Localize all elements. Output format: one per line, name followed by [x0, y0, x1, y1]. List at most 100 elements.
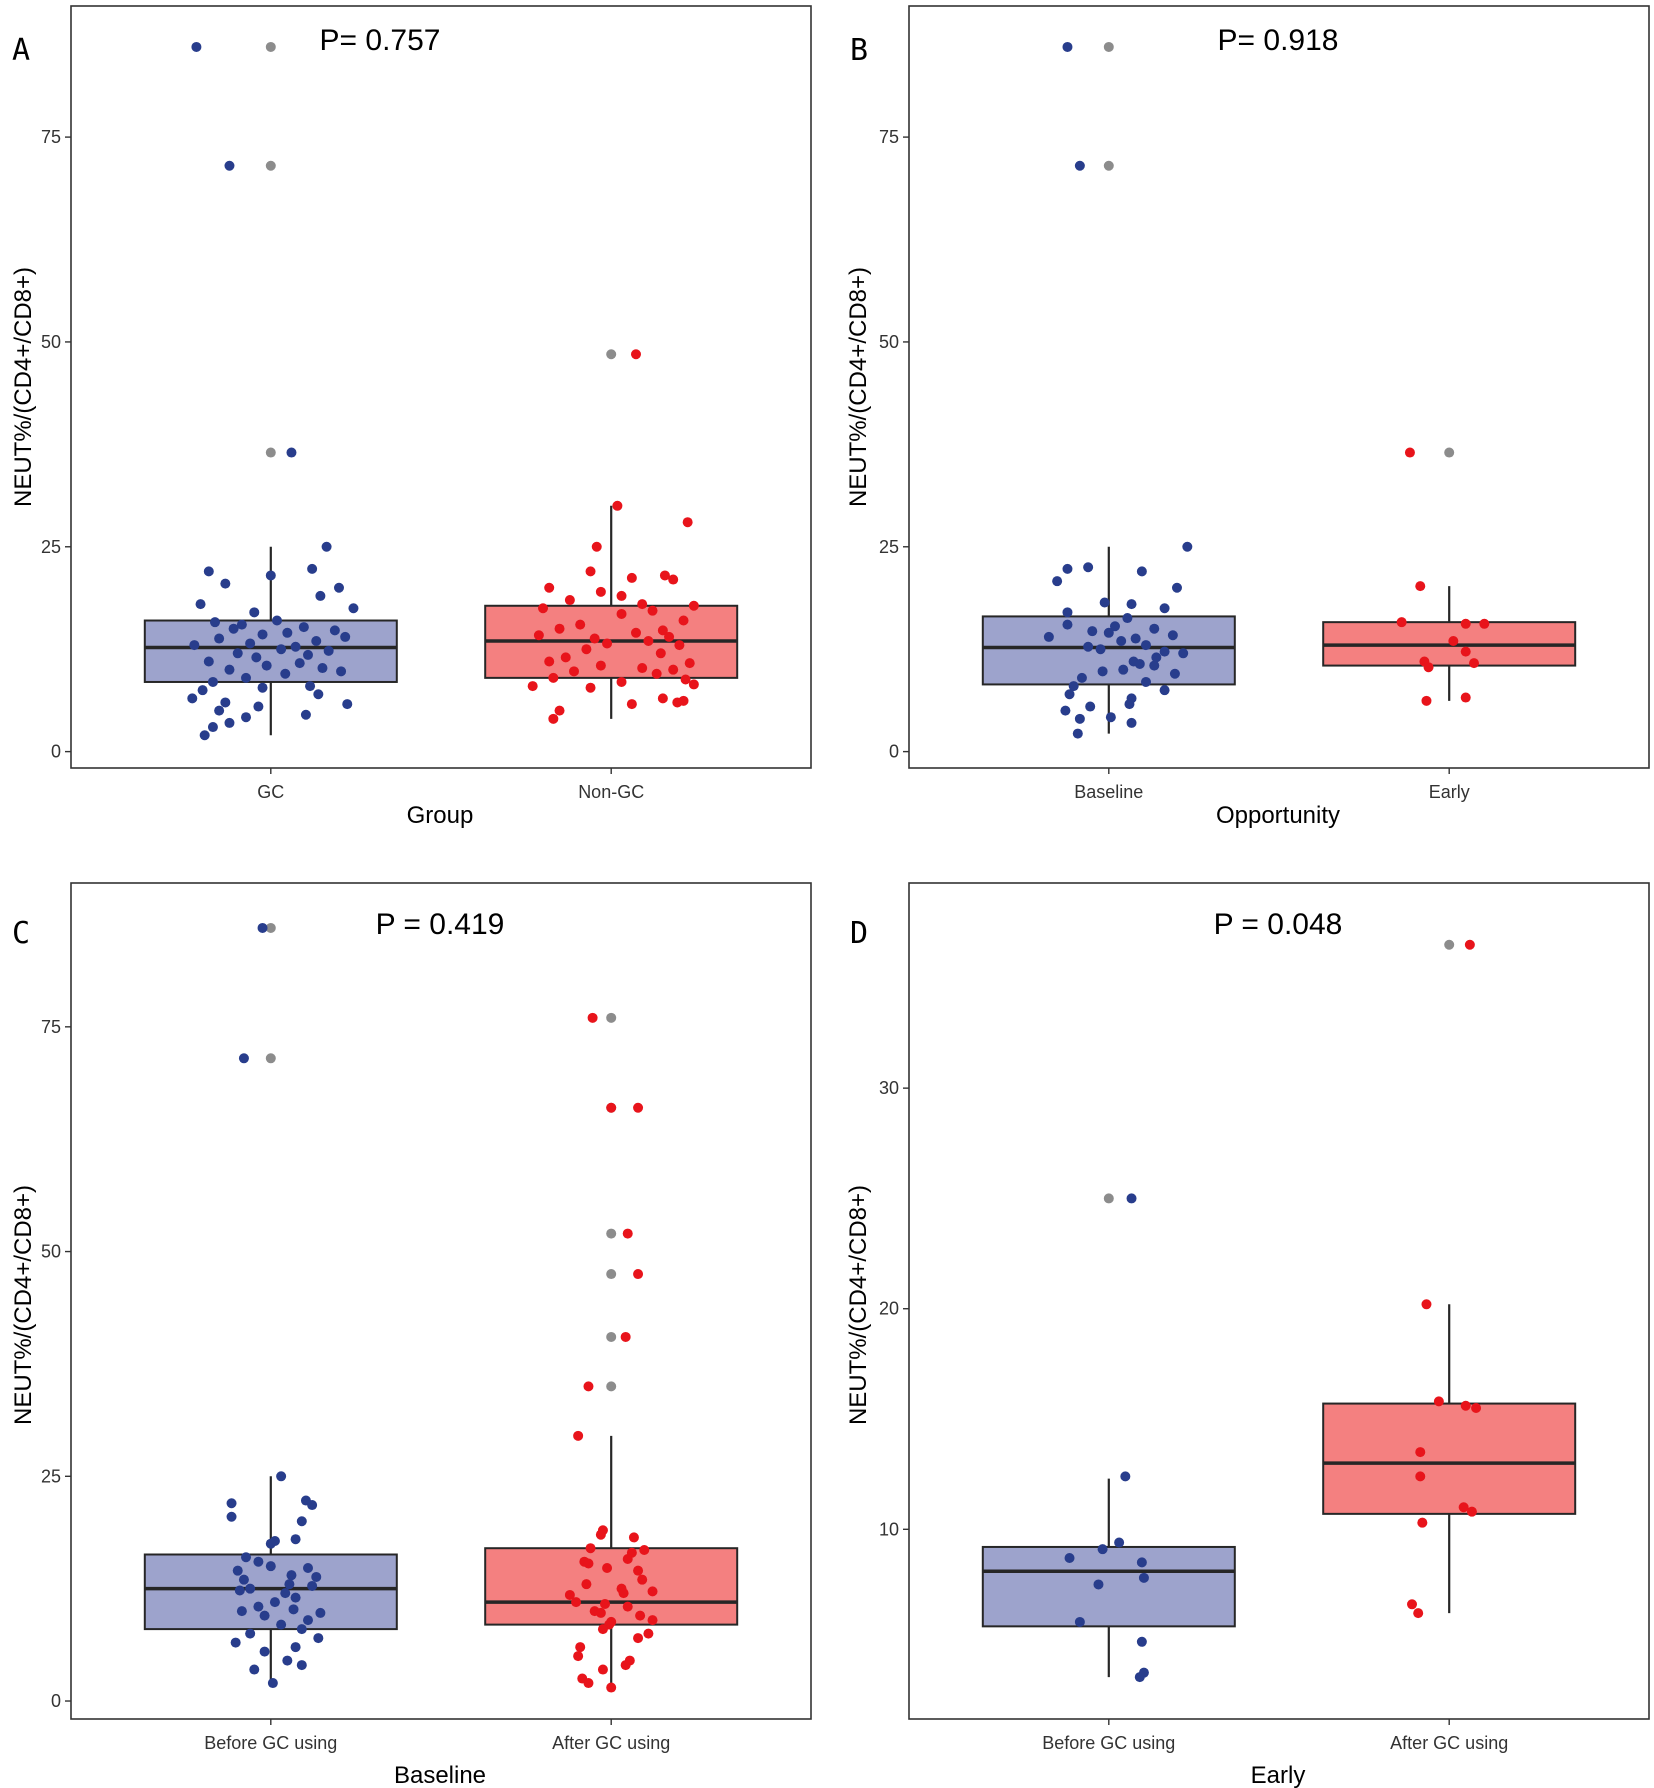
data-point: [315, 1607, 326, 1618]
p-value-label: P= 0.918: [1218, 24, 1339, 57]
data-point: [575, 1642, 586, 1653]
data-point: [1404, 447, 1415, 458]
data-point: [241, 712, 252, 723]
data-point: [612, 500, 623, 511]
data-point: [187, 693, 198, 704]
data-point: [569, 666, 580, 677]
data-point: [1460, 1400, 1471, 1411]
data-point: [1448, 636, 1459, 646]
data-point: [234, 1585, 245, 1596]
data-point: [548, 713, 559, 724]
x-tick-label: Before GC using: [1042, 1733, 1175, 1753]
data-point: [286, 447, 297, 458]
data-point: [220, 578, 231, 589]
data-point: [602, 638, 613, 649]
data-point: [207, 676, 218, 687]
x-axis-title: Opportunity: [1216, 802, 1340, 829]
x-tick-label: Non-GC: [578, 782, 644, 802]
x-tick-label: Early: [1429, 782, 1470, 802]
data-point: [1159, 603, 1170, 614]
data-point: [620, 1331, 631, 1342]
data-point: [302, 649, 313, 660]
data-point: [265, 1561, 276, 1572]
data-point: [302, 1562, 313, 1573]
data-point: [1140, 640, 1151, 651]
data-point: [533, 630, 544, 641]
data-point: [1149, 623, 1160, 634]
data-point: [269, 1597, 280, 1608]
data-point: [1423, 662, 1434, 673]
data-point: [249, 607, 260, 618]
data-point: [288, 1604, 299, 1615]
data-point: [1479, 618, 1490, 629]
data-point: [220, 697, 231, 708]
data-point: [560, 652, 571, 663]
data-point: [630, 349, 641, 360]
plot-frame: [70, 5, 812, 769]
data-point: [1064, 689, 1075, 700]
data-point: [1460, 646, 1471, 657]
outlier-point: [1103, 41, 1114, 52]
data-point: [622, 1601, 633, 1612]
data-point: [571, 1597, 582, 1608]
data-point: [1415, 1447, 1426, 1458]
data-point: [583, 1381, 594, 1392]
data-point: [1062, 607, 1073, 618]
x-tick-label: GC: [257, 782, 284, 802]
data-point: [597, 1664, 608, 1675]
data-point: [259, 1610, 270, 1621]
data-point: [1095, 644, 1106, 655]
data-point: [1052, 576, 1063, 587]
data-point: [290, 1642, 301, 1653]
data-point: [267, 1678, 278, 1689]
data-point: [1468, 658, 1479, 669]
panel-letter: A: [12, 33, 30, 68]
data-point: [265, 1538, 276, 1549]
data-point: [249, 1664, 260, 1675]
data-point: [241, 1552, 252, 1563]
data-point: [633, 1102, 644, 1113]
data-point: [1114, 1537, 1125, 1548]
data-point: [1074, 713, 1085, 724]
data-point: [1120, 1471, 1131, 1482]
data-point: [276, 644, 287, 655]
group-before-gc-using: Before GC using: [981, 1193, 1236, 1753]
data-point: [313, 1633, 324, 1644]
outlier-point: [606, 1331, 617, 1342]
data-point: [1103, 627, 1114, 638]
data-point: [1417, 1517, 1428, 1528]
data-point: [643, 636, 654, 646]
data-point: [573, 1430, 584, 1441]
data-point: [554, 623, 565, 634]
data-point: [1396, 617, 1407, 628]
data-point: [307, 563, 318, 574]
data-point: [633, 1565, 644, 1576]
data-point: [1105, 712, 1116, 723]
box-iqr: [484, 1547, 739, 1626]
y-tick-label: 0: [51, 1691, 61, 1711]
data-point: [637, 599, 648, 610]
data-point: [224, 160, 235, 171]
data-point: [253, 1556, 264, 1567]
data-point: [313, 689, 324, 700]
data-point: [538, 603, 549, 614]
data-point: [595, 586, 606, 597]
data-point: [1159, 646, 1170, 657]
panel-letter: D: [850, 916, 868, 951]
data-point: [298, 622, 309, 633]
data-point: [633, 1269, 644, 1280]
data-point: [548, 672, 559, 683]
data-point: [1097, 666, 1108, 677]
outlier-point: [1103, 160, 1114, 171]
data-point: [620, 1660, 631, 1671]
data-point: [616, 676, 627, 687]
data-point: [1171, 582, 1182, 593]
panel-B: 0 25 50 75 Baseline Early P= 0.918 B Opportunity…: [845, 5, 1650, 829]
data-point: [1122, 613, 1133, 624]
plot-frame: [908, 5, 1650, 769]
x-axis-title: Early: [1251, 1762, 1306, 1788]
data-point: [348, 603, 359, 614]
data-point: [600, 1598, 611, 1609]
outlier-point: [606, 1228, 617, 1239]
data-point: [655, 648, 666, 659]
